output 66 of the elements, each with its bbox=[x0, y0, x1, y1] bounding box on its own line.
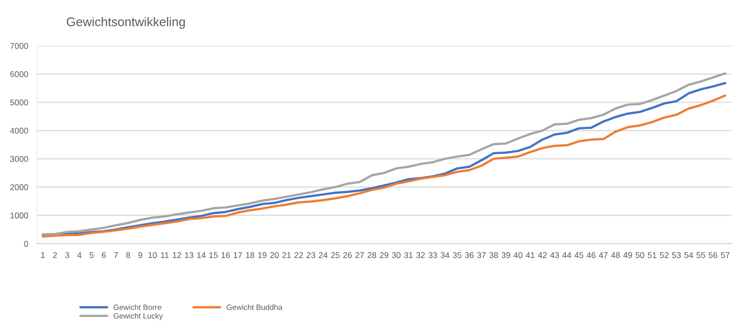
x-tick-label: 55 bbox=[696, 252, 706, 258]
x-tick-label: 27 bbox=[355, 252, 364, 258]
x-tick-label: 18 bbox=[246, 252, 254, 258]
x-tick-label: 25 bbox=[331, 252, 340, 258]
x-tick-label: 2 bbox=[53, 252, 57, 258]
x-tick-label: 19 bbox=[258, 252, 266, 258]
x-tick-label: 28 bbox=[368, 252, 376, 258]
x-tick-label: 32 bbox=[416, 252, 425, 258]
x-tick-label: 47 bbox=[598, 252, 608, 258]
x-tick-label: 30 bbox=[392, 252, 401, 258]
x-tick-label: 23 bbox=[306, 252, 316, 258]
x-tick-label: 1 bbox=[41, 252, 45, 258]
x-tick-label: 31 bbox=[404, 252, 413, 258]
x-tick-label: 21 bbox=[282, 252, 291, 258]
y-tick-label: 3000 bbox=[10, 156, 28, 162]
x-tick-label: 43 bbox=[550, 252, 559, 258]
x-tick-label: 7 bbox=[114, 252, 118, 258]
x-tick-label: 51 bbox=[648, 252, 656, 258]
x-tick-label: 33 bbox=[428, 252, 438, 258]
x-tick-label: 12 bbox=[172, 252, 182, 258]
x-tick-label: 20 bbox=[270, 252, 279, 258]
x-tick-label: 45 bbox=[574, 252, 584, 258]
x-tick-label: 53 bbox=[672, 252, 681, 258]
x-tick-label: 40 bbox=[514, 252, 522, 258]
y-tick-label: 7000 bbox=[10, 42, 28, 49]
x-tick-label: 22 bbox=[294, 252, 303, 258]
x-tick-label: 56 bbox=[708, 252, 718, 258]
x-tick-label: 52 bbox=[660, 252, 669, 258]
y-tick-label: 1000 bbox=[10, 212, 28, 218]
x-tick-label: 46 bbox=[586, 252, 596, 258]
x-tick-label: 11 bbox=[161, 252, 169, 258]
x-tick-label: 57 bbox=[720, 252, 730, 258]
x-tick-label: 24 bbox=[318, 252, 328, 258]
x-tick-label: 6 bbox=[102, 252, 106, 258]
x-tick-label: 29 bbox=[380, 252, 388, 258]
x-tick-label: 4 bbox=[77, 252, 82, 258]
x-tick-label: 49 bbox=[623, 252, 632, 258]
x-tick-label: 39 bbox=[502, 252, 510, 258]
y-tick-label: 0 bbox=[24, 240, 28, 247]
x-tick-label: 41 bbox=[526, 252, 534, 258]
x-tick-label: 34 bbox=[440, 252, 450, 258]
x-tick-label: 48 bbox=[611, 252, 620, 258]
x-tick-label: 8 bbox=[126, 252, 130, 258]
x-tick-label: 38 bbox=[489, 252, 498, 258]
x-tick-label: 36 bbox=[465, 252, 474, 258]
x-tick-label: 44 bbox=[562, 252, 572, 258]
x-tick-label: 50 bbox=[636, 252, 644, 258]
y-tick-label: 2000 bbox=[10, 184, 28, 190]
x-tick-label: 42 bbox=[538, 252, 547, 258]
x-tick-label: 26 bbox=[343, 252, 352, 258]
x-tick-label: 17 bbox=[234, 252, 242, 258]
y-tick-label: 5000 bbox=[10, 100, 28, 106]
x-tick-label: 37 bbox=[477, 252, 486, 258]
x-tick-label: 14 bbox=[197, 252, 206, 258]
x-tick-label: 3 bbox=[65, 252, 70, 258]
x-tick-label: 9 bbox=[138, 252, 142, 258]
x-tick-label: 15 bbox=[209, 252, 218, 258]
x-tick-label: 10 bbox=[148, 252, 157, 258]
x-tick-label: 5 bbox=[90, 252, 94, 258]
x-tick-label: 16 bbox=[222, 252, 230, 258]
x-tick-label: 54 bbox=[684, 252, 694, 258]
x-tick-label: 13 bbox=[185, 252, 194, 258]
chart-title: Gewichtsontwikkeling bbox=[66, 17, 185, 29]
y-tick-label: 4000 bbox=[10, 128, 28, 134]
y-tick-label: 6000 bbox=[10, 71, 28, 78]
x-tick-label: 35 bbox=[452, 252, 462, 258]
